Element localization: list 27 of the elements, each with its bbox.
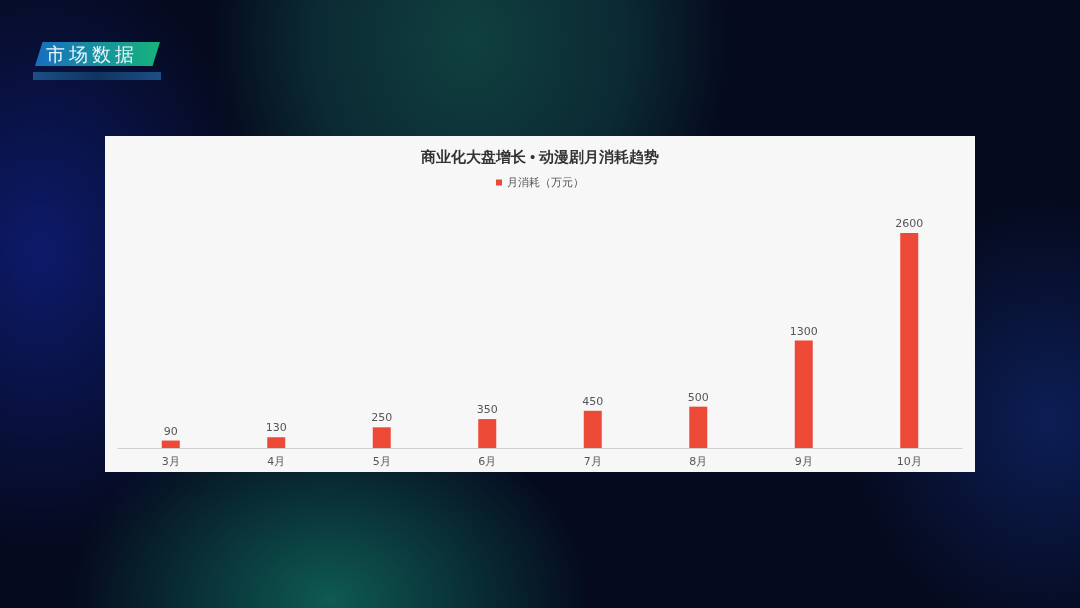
chart-title: 商业化大盘增长 • 动漫剧月消耗趋势 [420, 147, 659, 165]
data-label: 250 [371, 411, 393, 425]
bar [689, 406, 708, 448]
bar [161, 440, 180, 448]
x-tick-label: 4月 [267, 455, 286, 468]
x-tick-label: 6月 [478, 455, 497, 468]
data-label: 500 [687, 390, 709, 404]
data-label: 2600 [895, 217, 924, 231]
data-label: 1300 [789, 324, 818, 338]
x-tick-label: 9月 [794, 455, 813, 468]
data-label: 90 [163, 424, 178, 438]
legend-label: 月消耗（万元） [507, 176, 584, 189]
x-tick-label: 5月 [372, 455, 391, 468]
bar [900, 233, 919, 448]
bar [478, 419, 497, 448]
bar [267, 437, 286, 448]
data-label: 350 [476, 403, 498, 417]
x-tick-label: 3月 [161, 455, 180, 468]
x-tick-label: 10月 [896, 455, 922, 468]
data-label: 450 [582, 394, 604, 408]
bar [583, 410, 602, 448]
text: 市场数据 [46, 42, 138, 67]
bar [794, 340, 813, 448]
x-tick-label: 7月 [583, 455, 602, 468]
bar [372, 427, 391, 448]
x-tick-label: 8月 [689, 455, 708, 468]
data-label: 130 [265, 421, 287, 435]
